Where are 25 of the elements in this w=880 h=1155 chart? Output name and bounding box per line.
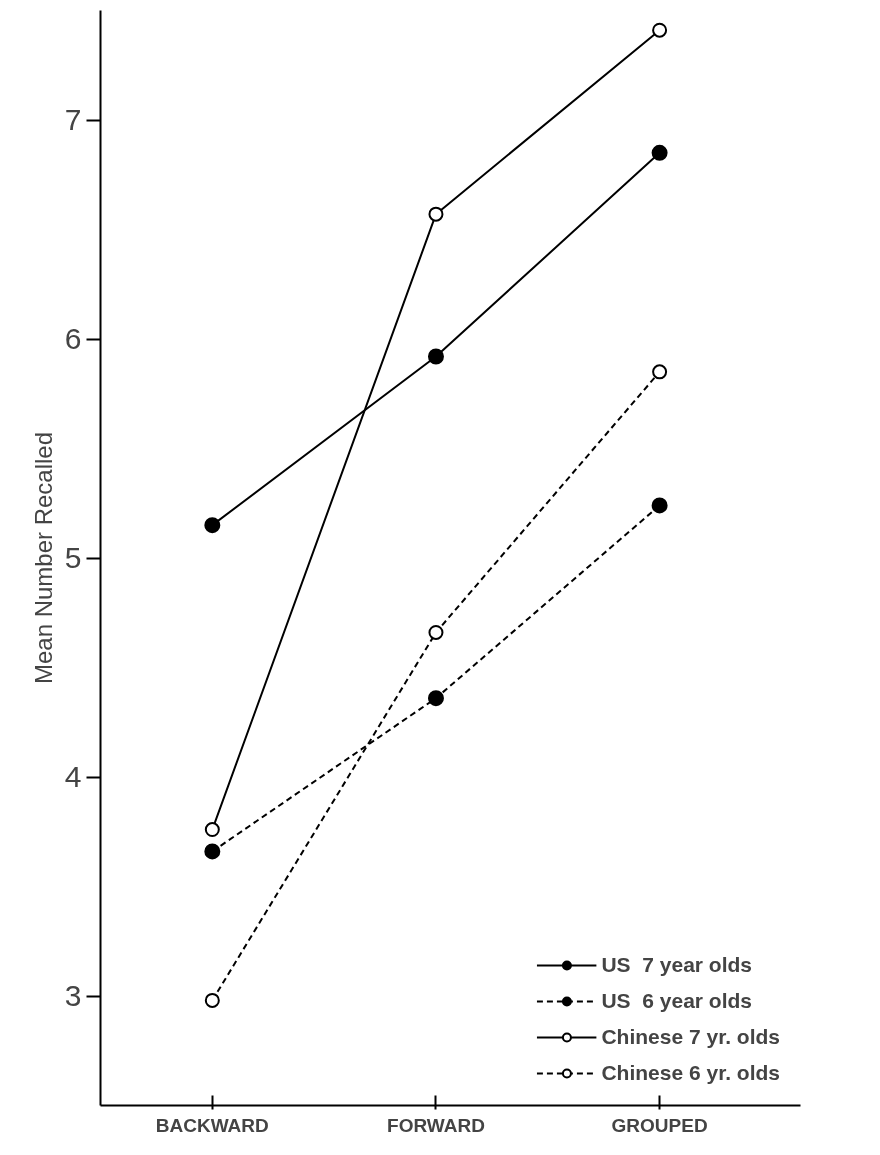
legend-label: US 7 year olds: [601, 953, 752, 977]
point: [204, 822, 220, 838]
point: [428, 206, 444, 222]
x-tick-label: BACKWARD: [155, 1114, 269, 1136]
y-axis-title: Mean Number Recalled: [29, 431, 57, 685]
point: [652, 364, 668, 380]
x-tick-label: GROUPED: [611, 1114, 708, 1136]
point: [428, 624, 444, 640]
legend-label: Chinese 6 yr. olds: [601, 1061, 780, 1085]
point: [427, 348, 444, 365]
point: [204, 992, 220, 1008]
y-tick-label: 5: [64, 541, 82, 574]
x-tick-label: FORWARD: [387, 1114, 485, 1136]
point: [204, 843, 221, 860]
point: [427, 690, 444, 707]
y-tick-label: 7: [64, 103, 82, 136]
point: [651, 497, 668, 514]
legend-label: US 6 year olds: [601, 989, 752, 1013]
point: [651, 144, 668, 161]
point: [204, 517, 221, 534]
y-tick-label: 3: [64, 979, 82, 1012]
point: [652, 22, 668, 38]
y-tick-label: 6: [64, 322, 82, 355]
y-tick-label: 4: [64, 760, 82, 793]
legend-label: Chinese 7 yr. olds: [601, 1025, 780, 1049]
